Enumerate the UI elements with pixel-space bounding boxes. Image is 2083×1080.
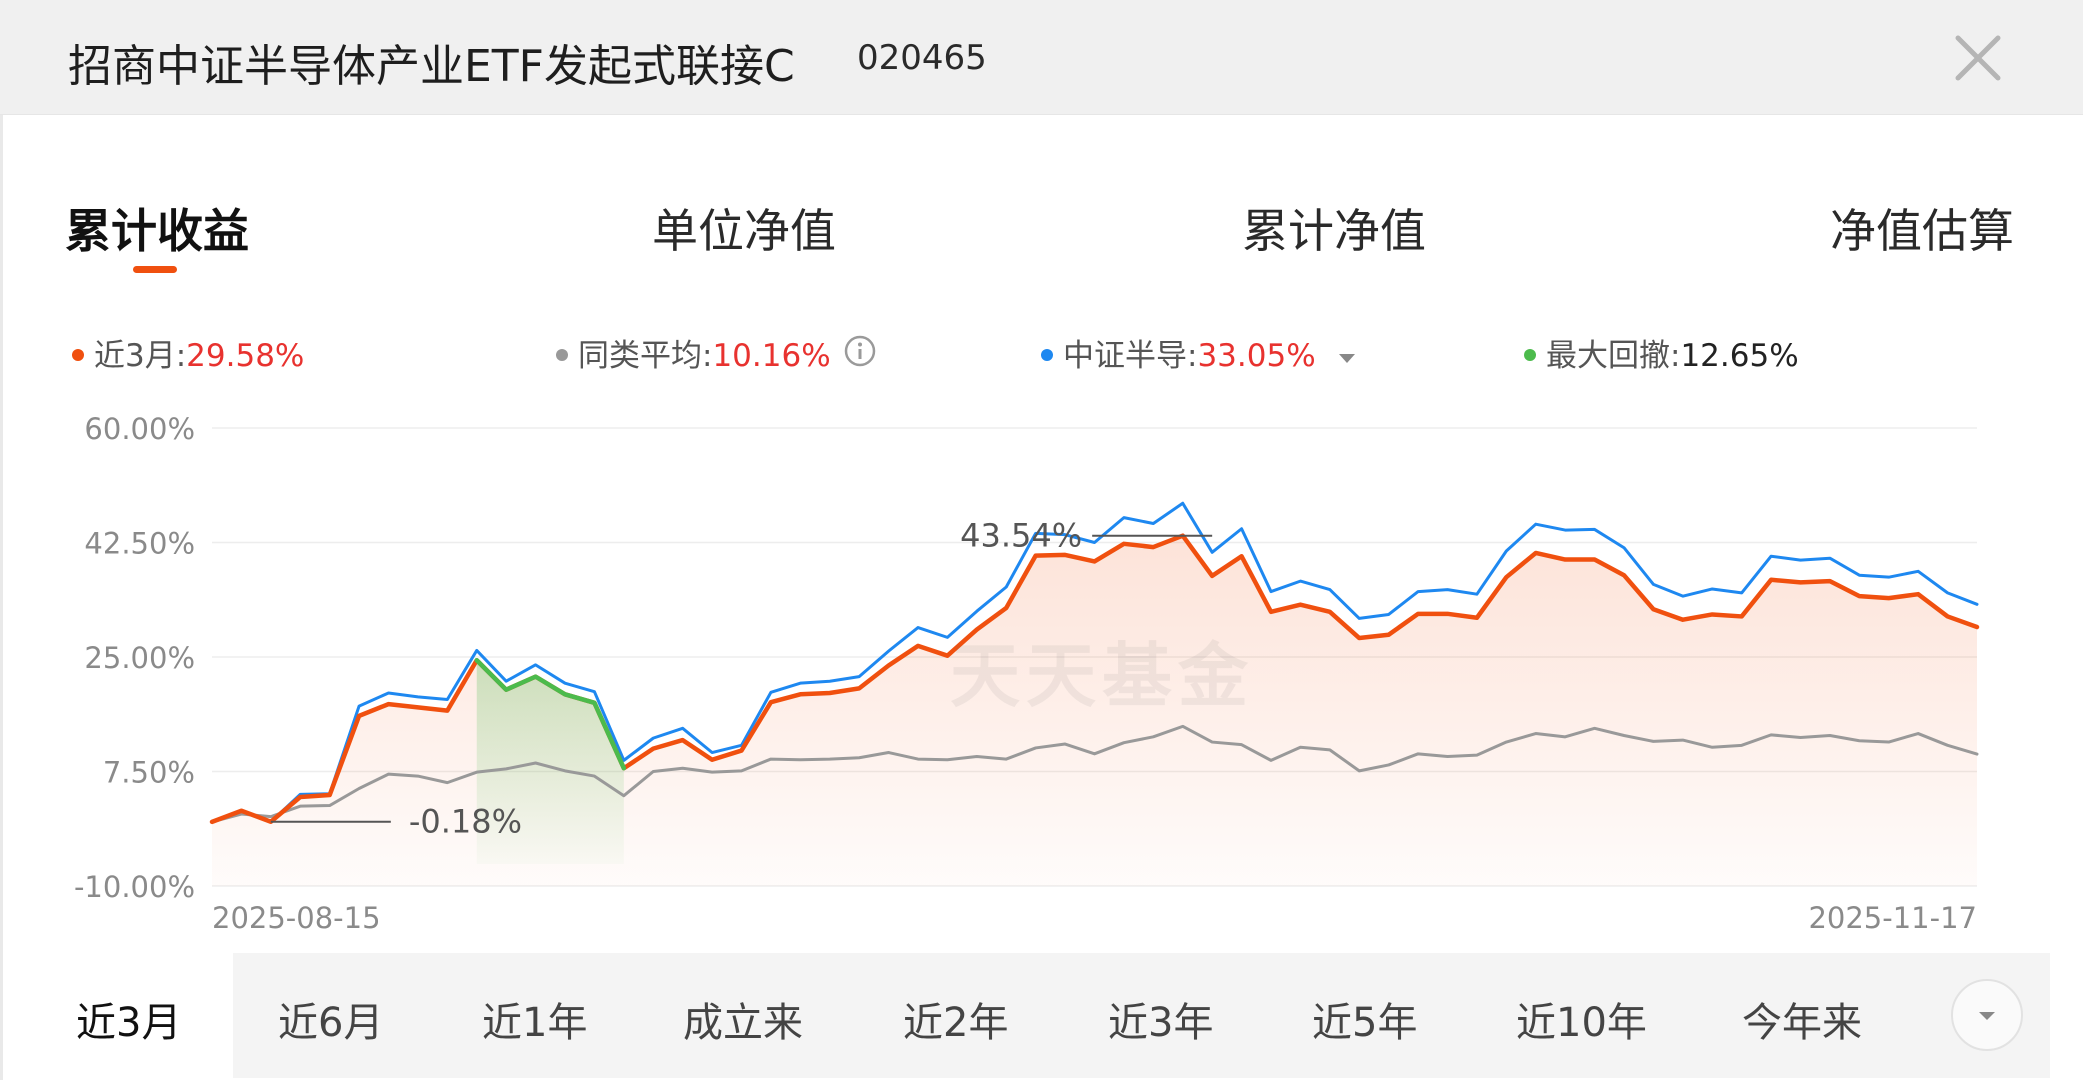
range-tab-3m[interactable]: 近3月 bbox=[76, 1000, 182, 1046]
category-average-line bbox=[210, 724, 1979, 824]
legend-dot bbox=[1041, 348, 1053, 361]
header-bar: 招商中证半导体产业ETF发起式联接C 020465 bbox=[0, 0, 2083, 115]
legend-label: 中证半导: bbox=[1063, 338, 1198, 374]
y-tick-label: 7.50% bbox=[103, 756, 195, 790]
range-tab-2y[interactable]: 近2年 bbox=[903, 1000, 1009, 1046]
fund-code: 020465 bbox=[857, 38, 987, 78]
active-tab-indicator bbox=[133, 266, 177, 273]
range-tab-5y[interactable]: 近5年 bbox=[1312, 1000, 1418, 1046]
range-tab-3y[interactable]: 近3年 bbox=[1108, 1000, 1214, 1046]
y-tick-label: 42.50% bbox=[84, 527, 195, 561]
legend-dot bbox=[1524, 348, 1536, 361]
min-annotation-label: -0.18% bbox=[409, 803, 522, 841]
legend-item-category-average: 同类平均:10.16% bbox=[556, 330, 877, 379]
range-tab-6m[interactable]: 近6月 bbox=[278, 1000, 384, 1046]
legend-dot bbox=[72, 348, 84, 361]
benchmark-line bbox=[210, 501, 1979, 824]
legend-value: 29.58% bbox=[186, 338, 305, 374]
max-annotation-label: 43.54% bbox=[960, 517, 1082, 555]
legend-value: 10.16% bbox=[712, 338, 831, 374]
drawdown-line-segment bbox=[474, 658, 627, 771]
chevron-down-icon bbox=[1979, 1012, 1995, 1020]
y-tick-label: -10.00% bbox=[74, 870, 195, 904]
range-tab-since-inception[interactable]: 成立来 bbox=[683, 1000, 803, 1046]
tab-cumulative-return[interactable]: 累计收益 bbox=[65, 204, 249, 258]
close-button[interactable] bbox=[1950, 30, 2006, 86]
tab-unit-nav[interactable]: 单位净值 bbox=[652, 204, 836, 258]
tab-nav-estimate[interactable]: 净值估算 bbox=[1830, 204, 2014, 258]
x-end-label: 2025-11-17 bbox=[1808, 901, 1977, 935]
legend-label: 近3月: bbox=[94, 338, 187, 374]
legend-dot bbox=[556, 348, 568, 361]
left-border bbox=[0, 115, 3, 1080]
watermark: 天天基金 bbox=[950, 634, 1254, 717]
chart-legend: 近3月:29.58% 同类平均:10.16% 中证半导:33.05% 最大回撤:… bbox=[0, 326, 2083, 376]
range-tab-ytd[interactable]: 今年来 bbox=[1742, 1000, 1862, 1046]
legend-label: 最大回撤: bbox=[1546, 338, 1681, 374]
legend-value: 12.65% bbox=[1680, 338, 1799, 374]
chevron-down-icon[interactable] bbox=[1338, 337, 1356, 373]
tab-cumulative-nav[interactable]: 累计净值 bbox=[1242, 204, 1426, 258]
fund-area-fill bbox=[212, 535, 1977, 886]
legend-item-max-drawdown: 最大回撤:12.65% bbox=[1524, 330, 1799, 375]
drawdown-area-fill bbox=[476, 660, 624, 864]
range-tab-1y[interactable]: 近1年 bbox=[482, 1000, 588, 1046]
x-start-label: 2025-08-15 bbox=[212, 901, 381, 935]
fund-title: 招商中证半导体产业ETF发起式联接C bbox=[68, 41, 795, 92]
y-tick-label: 60.00% bbox=[84, 412, 195, 446]
range-tab-10y[interactable]: 近10年 bbox=[1516, 1000, 1647, 1046]
legend-item-benchmark[interactable]: 中证半导:33.05% bbox=[1041, 330, 1356, 376]
y-tick-label: 25.00% bbox=[84, 641, 195, 675]
chart-type-tabs: 累计收益 单位净值 累计净值 净值估算 bbox=[0, 180, 2083, 280]
cumulative-return-chart: 60.00% 42.50% 25.00% 7.50% -10.00% -0.18% 43.5… bbox=[74, 412, 1980, 935]
legend-item-fund: 近3月:29.58% bbox=[72, 330, 304, 375]
legend-label: 同类平均: bbox=[578, 338, 713, 374]
close-icon bbox=[1955, 35, 2001, 81]
legend-value: 33.05% bbox=[1197, 338, 1316, 374]
more-ranges-button[interactable] bbox=[1951, 979, 2023, 1051]
info-icon[interactable] bbox=[843, 334, 877, 376]
time-range-bar bbox=[233, 953, 2050, 1078]
